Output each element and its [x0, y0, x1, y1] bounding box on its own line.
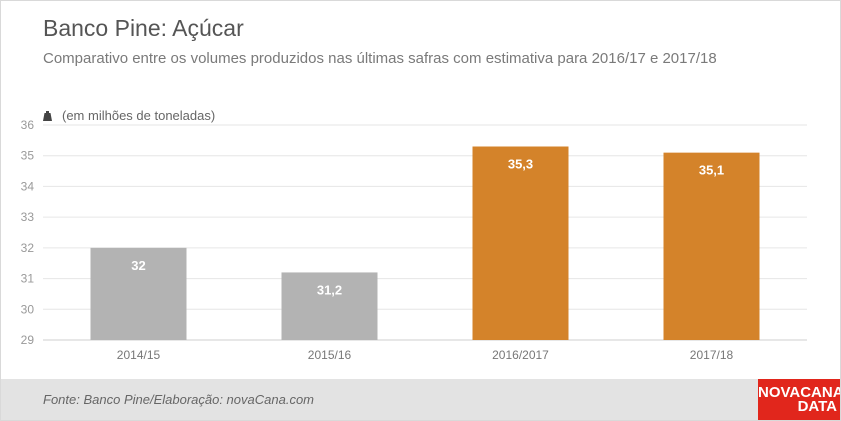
bar — [90, 247, 187, 340]
footer: Fonte: Banco Pine/Elaboração: novaCana.c… — [1, 379, 840, 420]
bar-value-label: 32 — [131, 258, 145, 273]
x-tick-label: 2015/16 — [308, 348, 352, 362]
novacana-data-logo: NOVACANA DATA — [758, 379, 840, 420]
x-tick-label: 2014/15 — [117, 348, 161, 362]
x-axis-ticks: 2014/15 2015/16 2016/2017 2017/18 — [117, 348, 734, 362]
y-tick-label: 34 — [21, 179, 35, 193]
unit-label: (em milhões de toneladas) — [62, 108, 216, 123]
logo-line2: DATA — [797, 398, 837, 415]
x-tick-label: 2017/18 — [690, 348, 734, 362]
chart-subtitle: Comparativo entre os volumes produzidos … — [43, 50, 717, 67]
bars — [90, 146, 760, 340]
y-tick-label: 35 — [21, 149, 35, 163]
y-tick-label: 29 — [21, 333, 35, 347]
y-tick-label: 31 — [21, 272, 35, 286]
y-tick-label: 30 — [21, 302, 35, 316]
unit-label-row: (em milhões de toneladas) — [43, 108, 215, 123]
chart-title: Banco Pine: Açúcar — [43, 15, 244, 41]
bar — [663, 152, 760, 340]
source-note: Fonte: Banco Pine/Elaboração: novaCana.c… — [43, 392, 315, 407]
y-tick-label: 33 — [21, 210, 35, 224]
bar-value-label: 35,3 — [508, 157, 533, 172]
bar — [472, 146, 569, 340]
y-axis-ticks: 29 30 31 32 33 34 35 36 — [21, 118, 35, 347]
bar-value-labels: 32 31,2 35,3 35,1 — [131, 157, 724, 298]
bar — [281, 272, 378, 340]
bar-value-label: 35,1 — [699, 163, 724, 178]
bar-value-label: 31,2 — [317, 282, 342, 297]
logo-line1: NOVACANA — [758, 384, 841, 401]
weight-icon — [43, 111, 52, 121]
y-tick-label: 36 — [21, 118, 35, 132]
x-tick-label: 2016/2017 — [492, 348, 549, 362]
y-tick-label: 32 — [21, 241, 35, 255]
